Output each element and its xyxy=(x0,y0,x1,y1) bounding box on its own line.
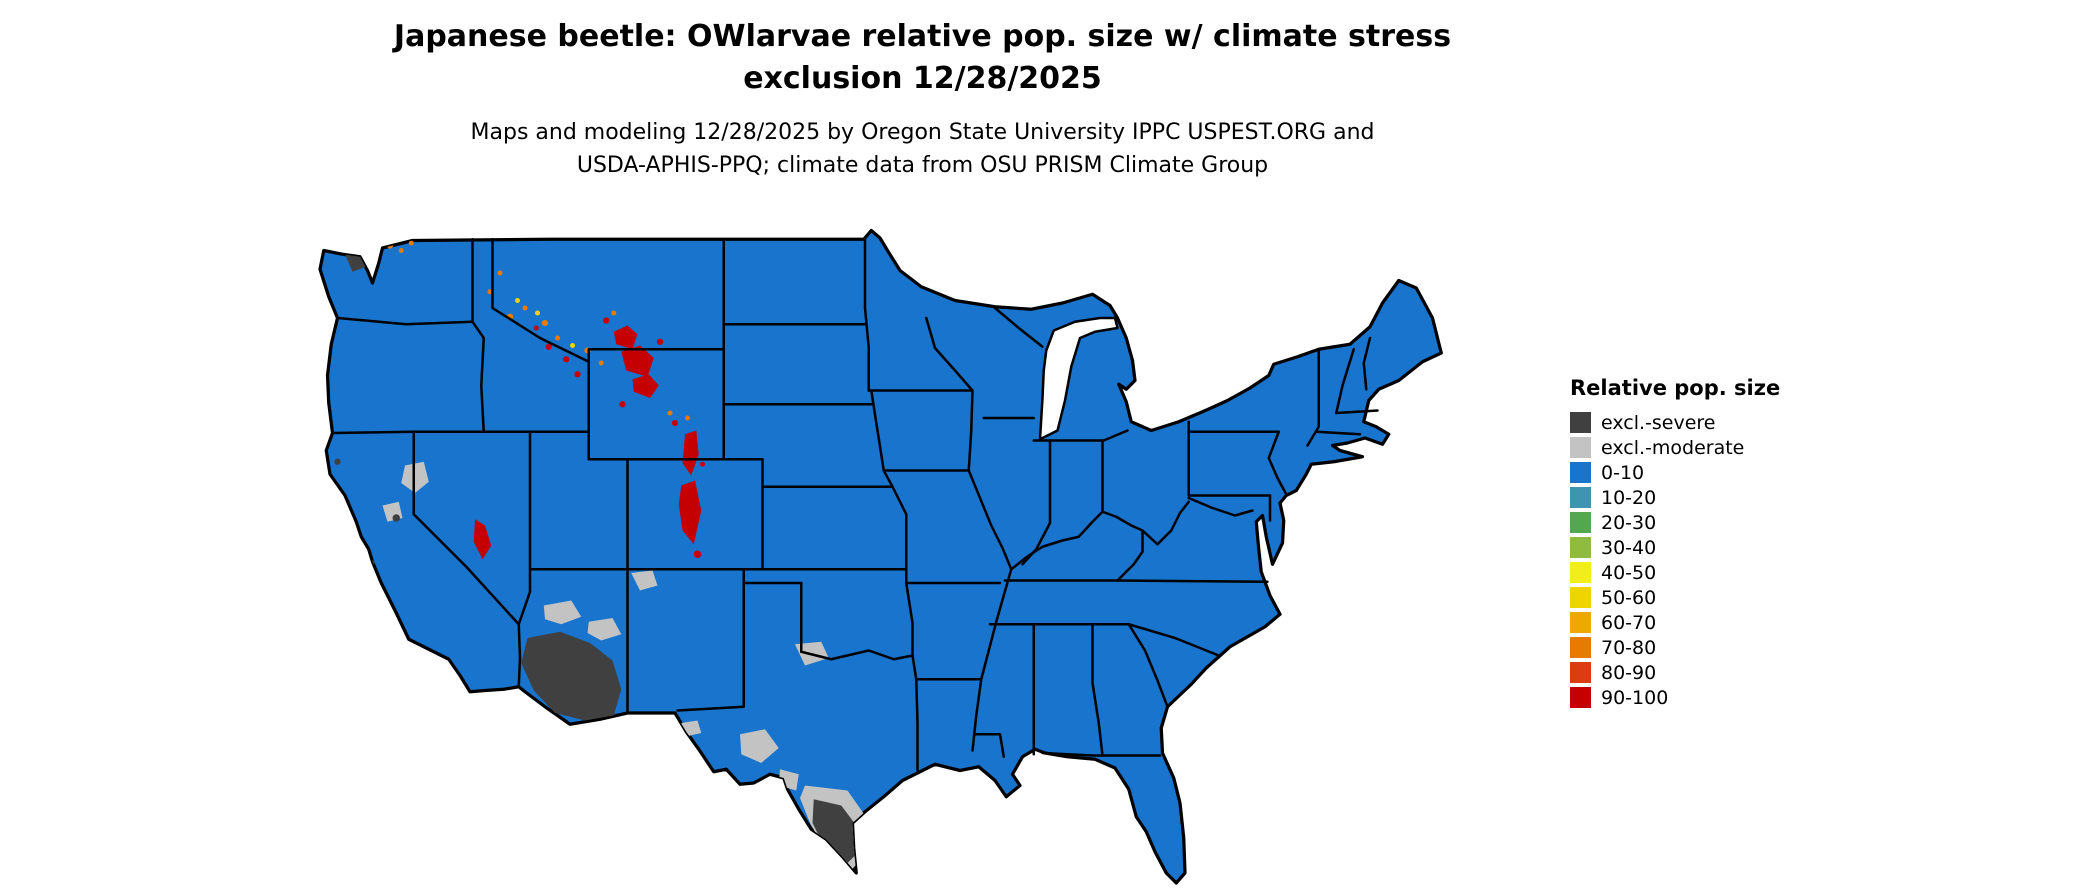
state-borders xyxy=(331,238,1379,772)
figure-titles: Japanese beetle: OWlarvae relative pop. … xyxy=(0,16,1845,182)
legend-item: 10-20 xyxy=(1570,485,1780,510)
legend-item: 80-90 xyxy=(1570,660,1780,685)
legend-label: 90-100 xyxy=(1601,686,1669,709)
legend-swatch xyxy=(1570,487,1591,508)
legend-item: excl.-severe xyxy=(1570,410,1780,435)
legend-item: 50-60 xyxy=(1570,585,1780,610)
lake-michigan xyxy=(1038,316,1119,441)
legend-label: 40-50 xyxy=(1601,561,1657,584)
legend-label: excl.-severe xyxy=(1601,411,1716,434)
us-landmass xyxy=(318,228,1443,885)
legend-label: 20-30 xyxy=(1601,511,1657,534)
legend-swatch xyxy=(1570,562,1591,583)
figure-subtitle: Maps and modeling 12/28/2025 by Oregon S… xyxy=(0,116,1845,182)
legend-swatch xyxy=(1570,462,1591,483)
legend-swatch xyxy=(1570,412,1591,433)
legend-item: 70-80 xyxy=(1570,635,1780,660)
subtitle-line1: Maps and modeling 12/28/2025 by Oregon S… xyxy=(470,120,1375,145)
legend-item: 30-40 xyxy=(1570,535,1780,560)
legend-item: 20-30 xyxy=(1570,510,1780,535)
legend-label: 0-10 xyxy=(1601,461,1645,484)
legend-label: excl.-moderate xyxy=(1601,436,1745,459)
legend-label: 70-80 xyxy=(1601,636,1657,659)
legend-label: 80-90 xyxy=(1601,661,1657,684)
legend-label: 60-70 xyxy=(1601,611,1657,634)
legend-item: 60-70 xyxy=(1570,610,1780,635)
legend-label: 50-60 xyxy=(1601,586,1657,609)
legend-item: excl.-moderate xyxy=(1570,435,1780,460)
legend-items: excl.-severe excl.-moderate 0-10 10-20 20-30… xyxy=(1570,410,1780,710)
legend-item: 90-100 xyxy=(1570,685,1780,710)
legend-swatch xyxy=(1570,662,1591,683)
legend-swatch xyxy=(1570,512,1591,533)
legend-swatch xyxy=(1570,687,1591,708)
page-title-line1: Japanese beetle: OWlarvae relative pop. … xyxy=(393,19,1452,54)
legend-label: 30-40 xyxy=(1601,536,1657,559)
legend-swatch xyxy=(1570,587,1591,608)
legend-item: 40-50 xyxy=(1570,560,1780,585)
legend-label: 10-20 xyxy=(1601,486,1657,509)
legend-swatch xyxy=(1570,637,1591,658)
legend-item: 0-10 xyxy=(1570,460,1780,485)
legend: Relative pop. size excl.-severe excl.-mod… xyxy=(1570,376,1780,710)
us-map xyxy=(300,198,1550,888)
page-title-line2: exclusion 12/28/2025 xyxy=(743,61,1102,96)
legend-title: Relative pop. size xyxy=(1570,376,1781,400)
legend-swatch xyxy=(1570,612,1591,633)
legend-swatch xyxy=(1570,537,1591,558)
subtitle-line2: USDA-APHIS-PPQ; climate data from OSU PR… xyxy=(576,153,1269,178)
hotspot-patches xyxy=(386,240,705,560)
us-map-svg xyxy=(318,228,1443,885)
legend-swatch xyxy=(1570,437,1591,458)
